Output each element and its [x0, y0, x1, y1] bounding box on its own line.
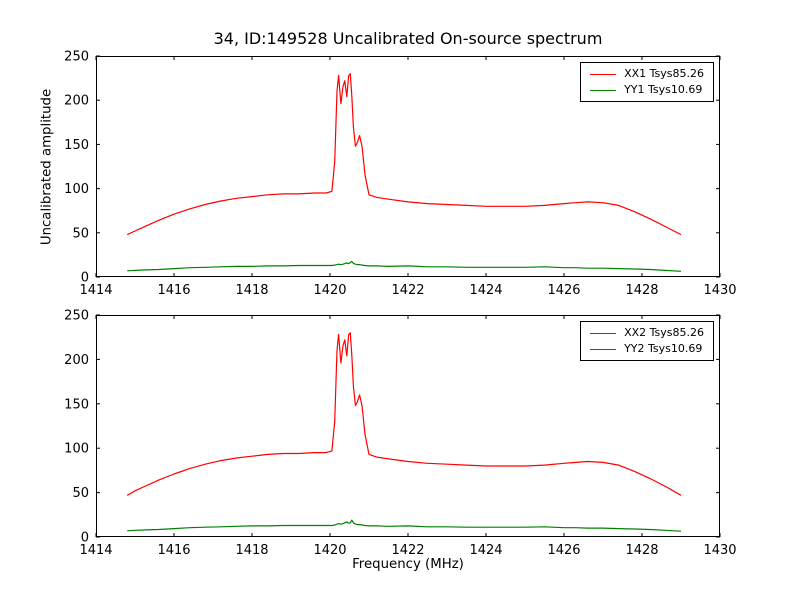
svg-text:1428: 1428: [625, 543, 658, 558]
svg-text:100: 100: [64, 182, 89, 197]
svg-text:1416: 1416: [157, 283, 190, 298]
legend-label-yy1: YY1 Tsys10.69: [624, 83, 703, 96]
svg-text:1418: 1418: [235, 283, 268, 298]
y-axis-label: Uncalibrated amplitude: [39, 88, 55, 246]
svg-text:0: 0: [81, 271, 89, 286]
svg-text:1428: 1428: [625, 283, 658, 298]
legend-label-yy2: YY2 Tsys10.69: [624, 342, 703, 355]
legend-top: XX1 Tsys85.26 YY1 Tsys10.69: [580, 62, 714, 102]
svg-text:250: 250: [64, 50, 89, 65]
svg-text:50: 50: [72, 486, 89, 501]
svg-text:100: 100: [64, 442, 89, 457]
svg-text:0: 0: [81, 531, 89, 546]
svg-text:1422: 1422: [391, 283, 424, 298]
svg-text:1430: 1430: [703, 283, 736, 298]
svg-text:1430: 1430: [703, 543, 736, 558]
svg-text:150: 150: [64, 397, 89, 412]
svg-text:1420: 1420: [313, 283, 346, 298]
svg-text:1424: 1424: [469, 283, 502, 298]
svg-text:200: 200: [64, 353, 89, 368]
top-subplot: 1414 1416 1418 1420 1422 1424 1426 1428 1430 0 50 1…: [64, 50, 736, 299]
legend-entry-xx2: XX2 Tsys85.26: [590, 327, 704, 339]
legend-line-yy2-icon: [590, 348, 617, 350]
svg-text:1424: 1424: [469, 543, 502, 558]
svg-text:1422: 1422: [391, 543, 424, 558]
svg-text:250: 250: [64, 309, 89, 324]
svg-text:1414: 1414: [79, 283, 112, 298]
legend-label-xx1: XX1 Tsys85.26: [624, 67, 704, 80]
legend-line-xx2-icon: [590, 332, 617, 334]
x-axis-label: Frequency (MHz): [352, 557, 464, 572]
bottom-subplot: 1414 1416 1418 1420 1422 1424 1426 1428 1430 0 50 1…: [64, 309, 736, 559]
legend-entry-yy1: YY1 Tsys10.69: [590, 84, 704, 96]
svg-text:1426: 1426: [547, 543, 580, 558]
svg-text:200: 200: [64, 94, 89, 109]
legend-label-xx2: XX2 Tsys85.26: [624, 326, 704, 339]
legend-bottom: XX2 Tsys85.26 YY2 Tsys10.69: [580, 321, 714, 361]
chart-title: 34, ID:149528 Uncalibrated On-source spe…: [213, 29, 603, 48]
svg-text:1418: 1418: [235, 543, 268, 558]
svg-text:1414: 1414: [79, 543, 112, 558]
legend-entry-xx1: XX1 Tsys85.26: [590, 68, 704, 80]
legend-line-xx1-icon: [590, 73, 617, 75]
svg-text:150: 150: [64, 138, 89, 153]
svg-text:1420: 1420: [313, 543, 346, 558]
svg-text:1416: 1416: [157, 543, 190, 558]
legend-line-yy1-icon: [590, 89, 617, 91]
svg-text:1426: 1426: [547, 283, 580, 298]
legend-entry-yy2: YY2 Tsys10.69: [590, 343, 704, 355]
svg-text:50: 50: [72, 226, 89, 241]
